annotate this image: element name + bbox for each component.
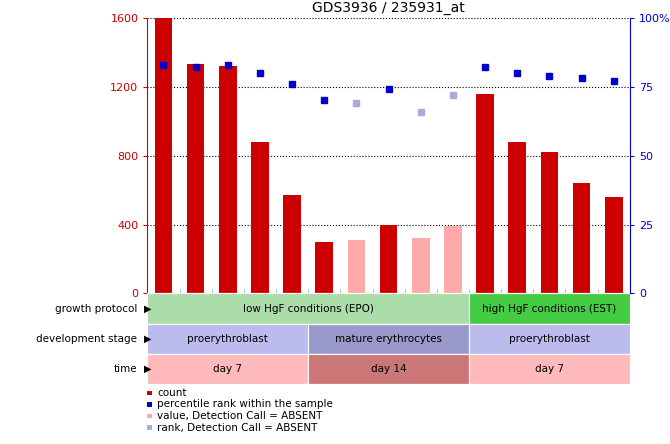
Bar bbox=[348, 240, 365, 293]
Bar bbox=[219, 66, 237, 293]
Text: proerythroblast: proerythroblast bbox=[509, 334, 590, 344]
Text: high HgF conditions (EST): high HgF conditions (EST) bbox=[482, 304, 616, 313]
Bar bbox=[469, 354, 630, 384]
Bar bbox=[412, 238, 429, 293]
Text: percentile rank within the sample: percentile rank within the sample bbox=[157, 400, 334, 409]
Bar bbox=[283, 195, 301, 293]
Bar bbox=[187, 64, 204, 293]
Text: development stage: development stage bbox=[36, 334, 137, 344]
Text: low HgF conditions (EPO): low HgF conditions (EPO) bbox=[243, 304, 374, 313]
Bar bbox=[469, 293, 630, 324]
Bar bbox=[509, 142, 526, 293]
Text: ▶: ▶ bbox=[144, 304, 151, 313]
Bar bbox=[308, 324, 469, 354]
Bar bbox=[147, 324, 308, 354]
Bar bbox=[541, 152, 558, 293]
Bar bbox=[251, 142, 269, 293]
Bar bbox=[444, 226, 462, 293]
Bar bbox=[155, 18, 172, 293]
Text: ▶: ▶ bbox=[144, 364, 151, 374]
Text: proerythroblast: proerythroblast bbox=[188, 334, 268, 344]
Bar bbox=[147, 293, 469, 324]
Text: value, Detection Call = ABSENT: value, Detection Call = ABSENT bbox=[157, 411, 323, 421]
Bar bbox=[316, 242, 333, 293]
Text: ▶: ▶ bbox=[144, 334, 151, 344]
Bar bbox=[469, 324, 630, 354]
Title: GDS3936 / 235931_at: GDS3936 / 235931_at bbox=[312, 1, 465, 16]
Bar bbox=[605, 197, 622, 293]
Bar bbox=[380, 225, 397, 293]
Text: growth protocol: growth protocol bbox=[55, 304, 137, 313]
Text: mature erythrocytes: mature erythrocytes bbox=[335, 334, 442, 344]
Text: day 7: day 7 bbox=[213, 364, 243, 374]
Text: rank, Detection Call = ABSENT: rank, Detection Call = ABSENT bbox=[157, 423, 318, 432]
Bar bbox=[147, 354, 308, 384]
Text: day 14: day 14 bbox=[371, 364, 407, 374]
Bar bbox=[573, 183, 590, 293]
Bar bbox=[308, 354, 469, 384]
Text: count: count bbox=[157, 388, 187, 398]
Text: time: time bbox=[114, 364, 137, 374]
Text: day 7: day 7 bbox=[535, 364, 564, 374]
Bar bbox=[476, 94, 494, 293]
